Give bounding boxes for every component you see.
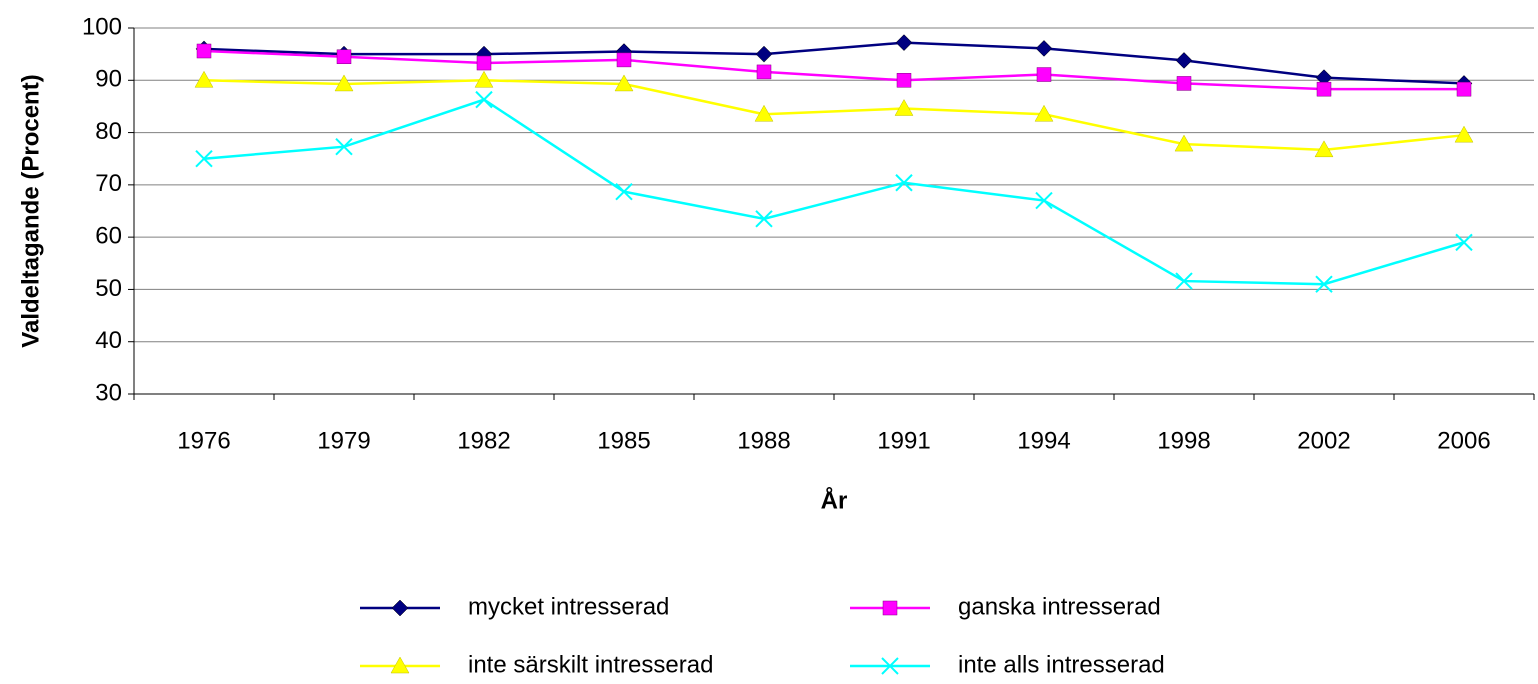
x-tick-label: 1994 bbox=[1017, 427, 1070, 454]
marker bbox=[1036, 67, 1052, 82]
marker bbox=[1455, 233, 1473, 252]
marker bbox=[474, 70, 494, 88]
marker bbox=[894, 99, 914, 116]
marker bbox=[1035, 191, 1053, 210]
y-tick-label: 90 bbox=[95, 66, 122, 93]
x-tick-label: 1982 bbox=[457, 427, 510, 454]
marker bbox=[1456, 81, 1472, 97]
marker bbox=[335, 137, 353, 156]
marker bbox=[1454, 125, 1474, 143]
legend-label: inte särskilt intresserad bbox=[468, 651, 713, 678]
legend-marker bbox=[391, 599, 409, 617]
marker bbox=[1175, 52, 1193, 69]
marker bbox=[194, 70, 214, 88]
series-line bbox=[203, 49, 1464, 91]
marker bbox=[475, 90, 493, 109]
marker bbox=[615, 182, 633, 201]
x-tick-label: 2006 bbox=[1437, 427, 1490, 454]
marker bbox=[336, 49, 352, 65]
y-tick-label: 60 bbox=[95, 222, 122, 249]
marker bbox=[1034, 104, 1054, 122]
marker bbox=[616, 52, 632, 68]
x-tick-label: 1998 bbox=[1157, 427, 1210, 454]
marker bbox=[196, 43, 212, 59]
marker bbox=[476, 55, 492, 71]
marker bbox=[195, 150, 213, 168]
marker bbox=[1176, 76, 1192, 91]
y-tick-label: 30 bbox=[95, 379, 122, 406]
series-line bbox=[203, 79, 1465, 152]
legend-marker bbox=[882, 600, 898, 616]
marker bbox=[756, 64, 772, 80]
x-tick-label: 1976 bbox=[177, 427, 230, 454]
marker bbox=[895, 34, 913, 51]
marker bbox=[1174, 134, 1194, 152]
marker bbox=[754, 104, 774, 122]
legend-label: inte alls intresserad bbox=[958, 651, 1165, 678]
marker bbox=[1035, 40, 1053, 57]
marker bbox=[1175, 272, 1193, 290]
y-tick-label: 80 bbox=[95, 118, 122, 145]
x-tick-label: 1979 bbox=[317, 427, 370, 454]
y-tick-label: 50 bbox=[95, 275, 122, 302]
x-tick-label: 1985 bbox=[597, 427, 650, 454]
marker bbox=[755, 45, 773, 63]
x-tick-label: 2002 bbox=[1297, 427, 1350, 454]
marker bbox=[895, 174, 913, 192]
series-line bbox=[203, 98, 1465, 286]
y-tick-label: 40 bbox=[95, 327, 122, 354]
marker bbox=[1316, 81, 1332, 97]
y-axis-label: Valdeltagande (Procent) bbox=[17, 74, 44, 347]
marker bbox=[1314, 140, 1334, 158]
marker bbox=[896, 73, 912, 88]
x-tick-label: 1991 bbox=[877, 427, 930, 454]
legend-label: ganska intresserad bbox=[958, 593, 1161, 620]
y-tick-label: 70 bbox=[95, 170, 122, 197]
marker bbox=[614, 74, 634, 92]
legend-marker bbox=[881, 657, 899, 675]
marker bbox=[1315, 275, 1333, 293]
legend-label: mycket intresserad bbox=[468, 593, 669, 620]
y-tick-label: 100 bbox=[82, 13, 122, 40]
marker bbox=[755, 210, 773, 228]
x-axis-label: År bbox=[821, 486, 848, 514]
x-tick-label: 1988 bbox=[737, 427, 790, 454]
series-line bbox=[203, 41, 1465, 85]
marker bbox=[334, 74, 354, 92]
legend-marker bbox=[390, 656, 410, 674]
